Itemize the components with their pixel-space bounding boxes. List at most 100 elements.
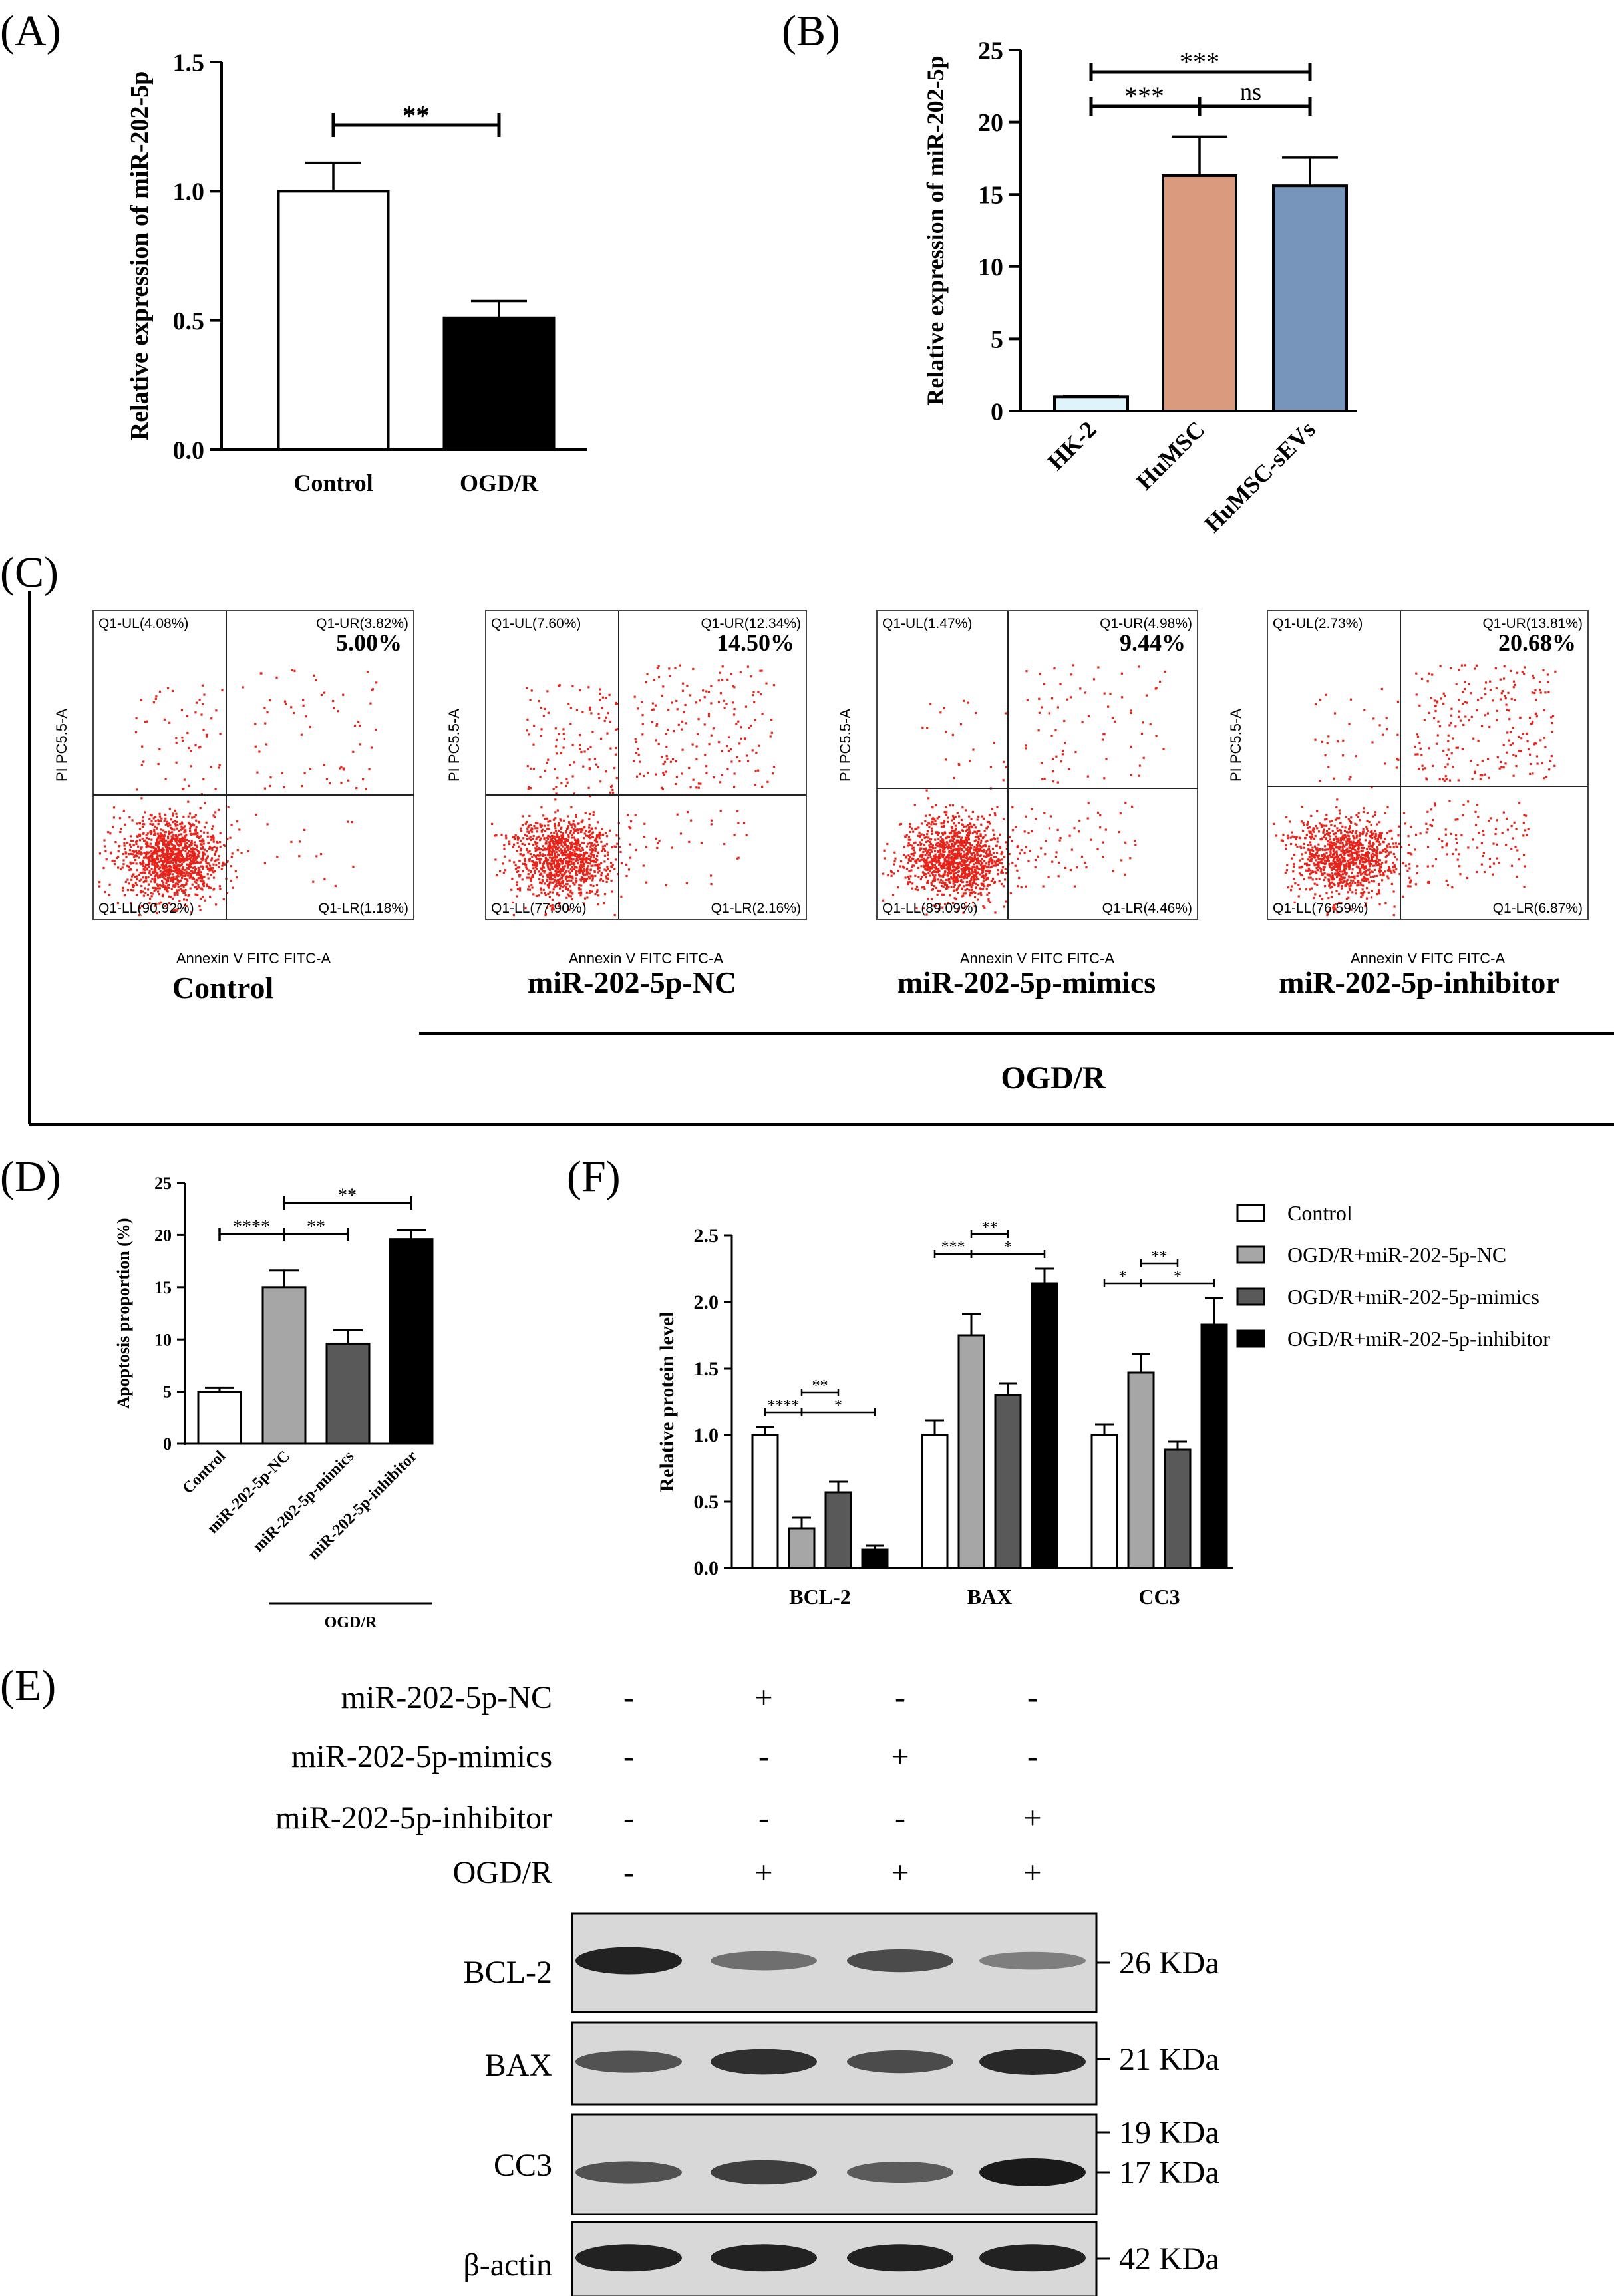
scatter-dot [661, 788, 664, 790]
scatter-dot [555, 859, 558, 862]
scatter-dot [585, 830, 587, 832]
scatter-dot [154, 886, 157, 890]
scatter-dot [189, 887, 192, 890]
scatter-dot [955, 878, 957, 880]
scatter-dot [702, 689, 705, 692]
scatter-dot [980, 823, 983, 826]
scatter-dot [180, 828, 182, 831]
scatter-dot [151, 886, 154, 889]
scatter-dot [530, 879, 532, 882]
scatter-dot [1020, 886, 1023, 889]
scatter-dot [595, 838, 597, 840]
scatter-dot [1053, 667, 1056, 670]
scatter-dot [1349, 821, 1353, 824]
scatter-dot [973, 840, 976, 842]
scatter-dot [547, 835, 550, 838]
scatter-dot [550, 838, 554, 840]
scatter-dot [182, 885, 185, 888]
scatter-dot [554, 840, 557, 843]
scatter-dot [909, 875, 912, 878]
scatter-dot [1386, 832, 1389, 834]
scatter-dot [183, 831, 186, 834]
scatter-dot [957, 830, 960, 833]
scatter-dot [163, 840, 166, 842]
scatter-dot [156, 832, 159, 835]
scatter-dot [692, 667, 695, 670]
scatter-dot [532, 768, 535, 770]
scatter-dot [951, 853, 954, 856]
scatter-dot [191, 849, 194, 852]
scatter-dot [1300, 866, 1303, 869]
scatter-dot [984, 840, 987, 843]
scatter-dot [148, 870, 151, 872]
scatter-dot [162, 835, 165, 838]
scatter-dot [516, 888, 519, 890]
scatter-dot [981, 850, 983, 852]
scatter-dot [1524, 829, 1527, 832]
scatter-dot [230, 824, 233, 826]
scatter-dot [535, 838, 538, 840]
scatter-dot [236, 849, 239, 852]
scatter-dot [175, 862, 178, 864]
scatter-dot [1368, 868, 1371, 871]
scatter-dot [238, 828, 241, 831]
scatter-dot [206, 850, 208, 853]
scatter-dot [614, 846, 617, 848]
scatter-dot [1078, 830, 1080, 833]
scatter-dot [175, 909, 178, 913]
scatter-dot [1329, 886, 1332, 889]
scatter-dot [710, 874, 713, 877]
scatter-dot [162, 893, 164, 896]
scatter-dot [178, 844, 181, 847]
scatter-dot [939, 865, 943, 868]
scatter-dot [540, 728, 543, 731]
scatter-dot [1337, 885, 1340, 888]
scatter-dot [160, 901, 162, 903]
scatter-dot [593, 870, 596, 873]
scatter-dots [1273, 664, 1557, 917]
scatter-dot [182, 739, 184, 742]
scatter-dot [166, 889, 168, 892]
scatter-dot [581, 870, 584, 872]
scatter-dot [1355, 823, 1358, 826]
scatter-dot [882, 899, 885, 902]
scatter-dot [1011, 840, 1013, 842]
scatter-dot [540, 882, 543, 885]
scatter-dot [557, 859, 560, 862]
scatter-dot [586, 873, 589, 876]
scatter-dot [911, 827, 913, 830]
scatter-dot [766, 780, 769, 783]
scatter-dot [164, 888, 166, 891]
scatter-dot [293, 669, 296, 672]
scatter-dot [369, 702, 372, 705]
scatter-dot [1542, 669, 1545, 672]
scatter-dot [162, 856, 165, 859]
scatter-dot [170, 818, 173, 821]
scatter-dot [188, 871, 190, 874]
scatter-dot [323, 691, 326, 694]
scatter-dot [939, 856, 942, 859]
scatter-dot [607, 868, 609, 870]
scatter-dot [934, 878, 937, 881]
scatter-dot [1298, 836, 1301, 839]
scatter-dot [569, 885, 571, 888]
scatter-dot [1357, 872, 1359, 874]
scatter-dot [611, 788, 614, 791]
scatter-dot [195, 878, 198, 882]
scatter-dot [142, 859, 144, 862]
scatter-dot [573, 883, 576, 886]
scatter-dot [205, 862, 208, 864]
scatter-dot [1487, 758, 1490, 760]
scatter-dot [1445, 754, 1448, 756]
scatter-dot [988, 872, 991, 874]
scatter-dot [172, 844, 175, 847]
scatter-dot [204, 802, 206, 804]
scatter-dot [1359, 832, 1362, 834]
scatter-dot [961, 887, 963, 890]
scatter-dot [175, 742, 178, 744]
x-tick-label: HK-2 [1043, 416, 1102, 475]
scatter-dot [1419, 747, 1422, 750]
scatter-dot [1354, 849, 1357, 852]
scatter-dot [542, 880, 544, 883]
scatter-dot [158, 860, 161, 863]
